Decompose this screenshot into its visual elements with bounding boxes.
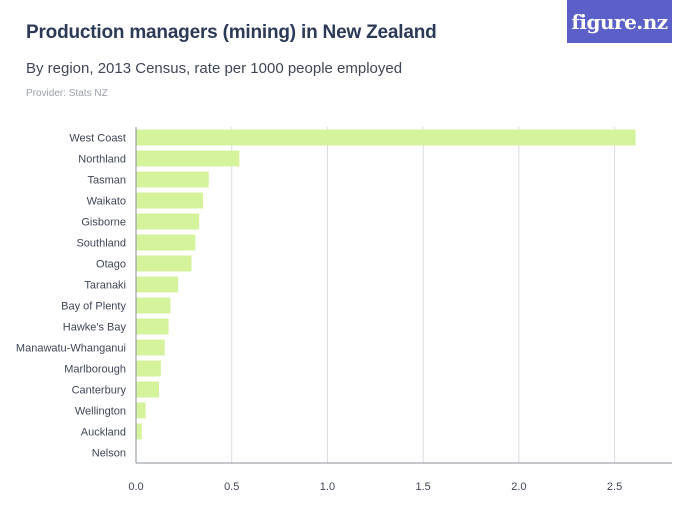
category-label-5: Southland [76,238,126,250]
chart-title: Production managers (mining) in New Zeal… [26,22,437,43]
x-tick-label-1: 0.5 [224,481,239,493]
category-label-10: Manawatu-Whanganui [16,343,126,355]
x-tick-label-2: 1.0 [320,481,335,493]
bar-12 [136,381,159,398]
category-label-4: Gisborne [81,217,126,229]
category-label-3: Waikato [87,196,126,208]
category-label-14: Auckland [81,427,126,439]
category-label-8: Bay of Plenty [61,301,126,313]
bar-6 [136,255,192,272]
category-label-0: West Coast [69,133,126,145]
bar-7 [136,276,179,293]
x-tick-label-5: 2.5 [607,481,622,493]
x-tick-label-4: 2.0 [511,481,526,493]
category-label-1: Northland [78,154,126,166]
logo-text: figure.nz [571,9,668,34]
bar-10 [136,339,165,356]
category-label-15: Nelson [92,448,126,460]
category-label-2: Tasman [87,175,126,187]
bar-13 [136,402,146,419]
data-provider: Provider: Stats NZ [26,88,108,99]
bar-11 [136,360,161,377]
bar-14 [136,423,142,440]
bar-1 [136,150,240,167]
bar-2 [136,171,209,188]
category-label-6: Otago [96,259,126,271]
figure-nz-logo[interactable]: figure.nz [567,0,672,43]
category-label-11: Marlborough [64,364,126,376]
bar-5 [136,234,196,251]
bar-0 [136,129,636,146]
x-tick-label-3: 1.5 [415,481,430,493]
chart-subtitle: By region, 2013 Census, rate per 1000 pe… [26,60,403,77]
bar-8 [136,297,171,314]
category-label-9: Hawke's Bay [63,322,127,334]
bar-3 [136,192,203,209]
category-label-7: Taranaki [84,280,126,292]
category-label-12: Canterbury [72,385,127,397]
x-tick-label-0: 0.0 [128,481,143,493]
bar-4 [136,213,200,230]
bar-9 [136,318,169,335]
category-label-13: Wellington [75,406,126,418]
